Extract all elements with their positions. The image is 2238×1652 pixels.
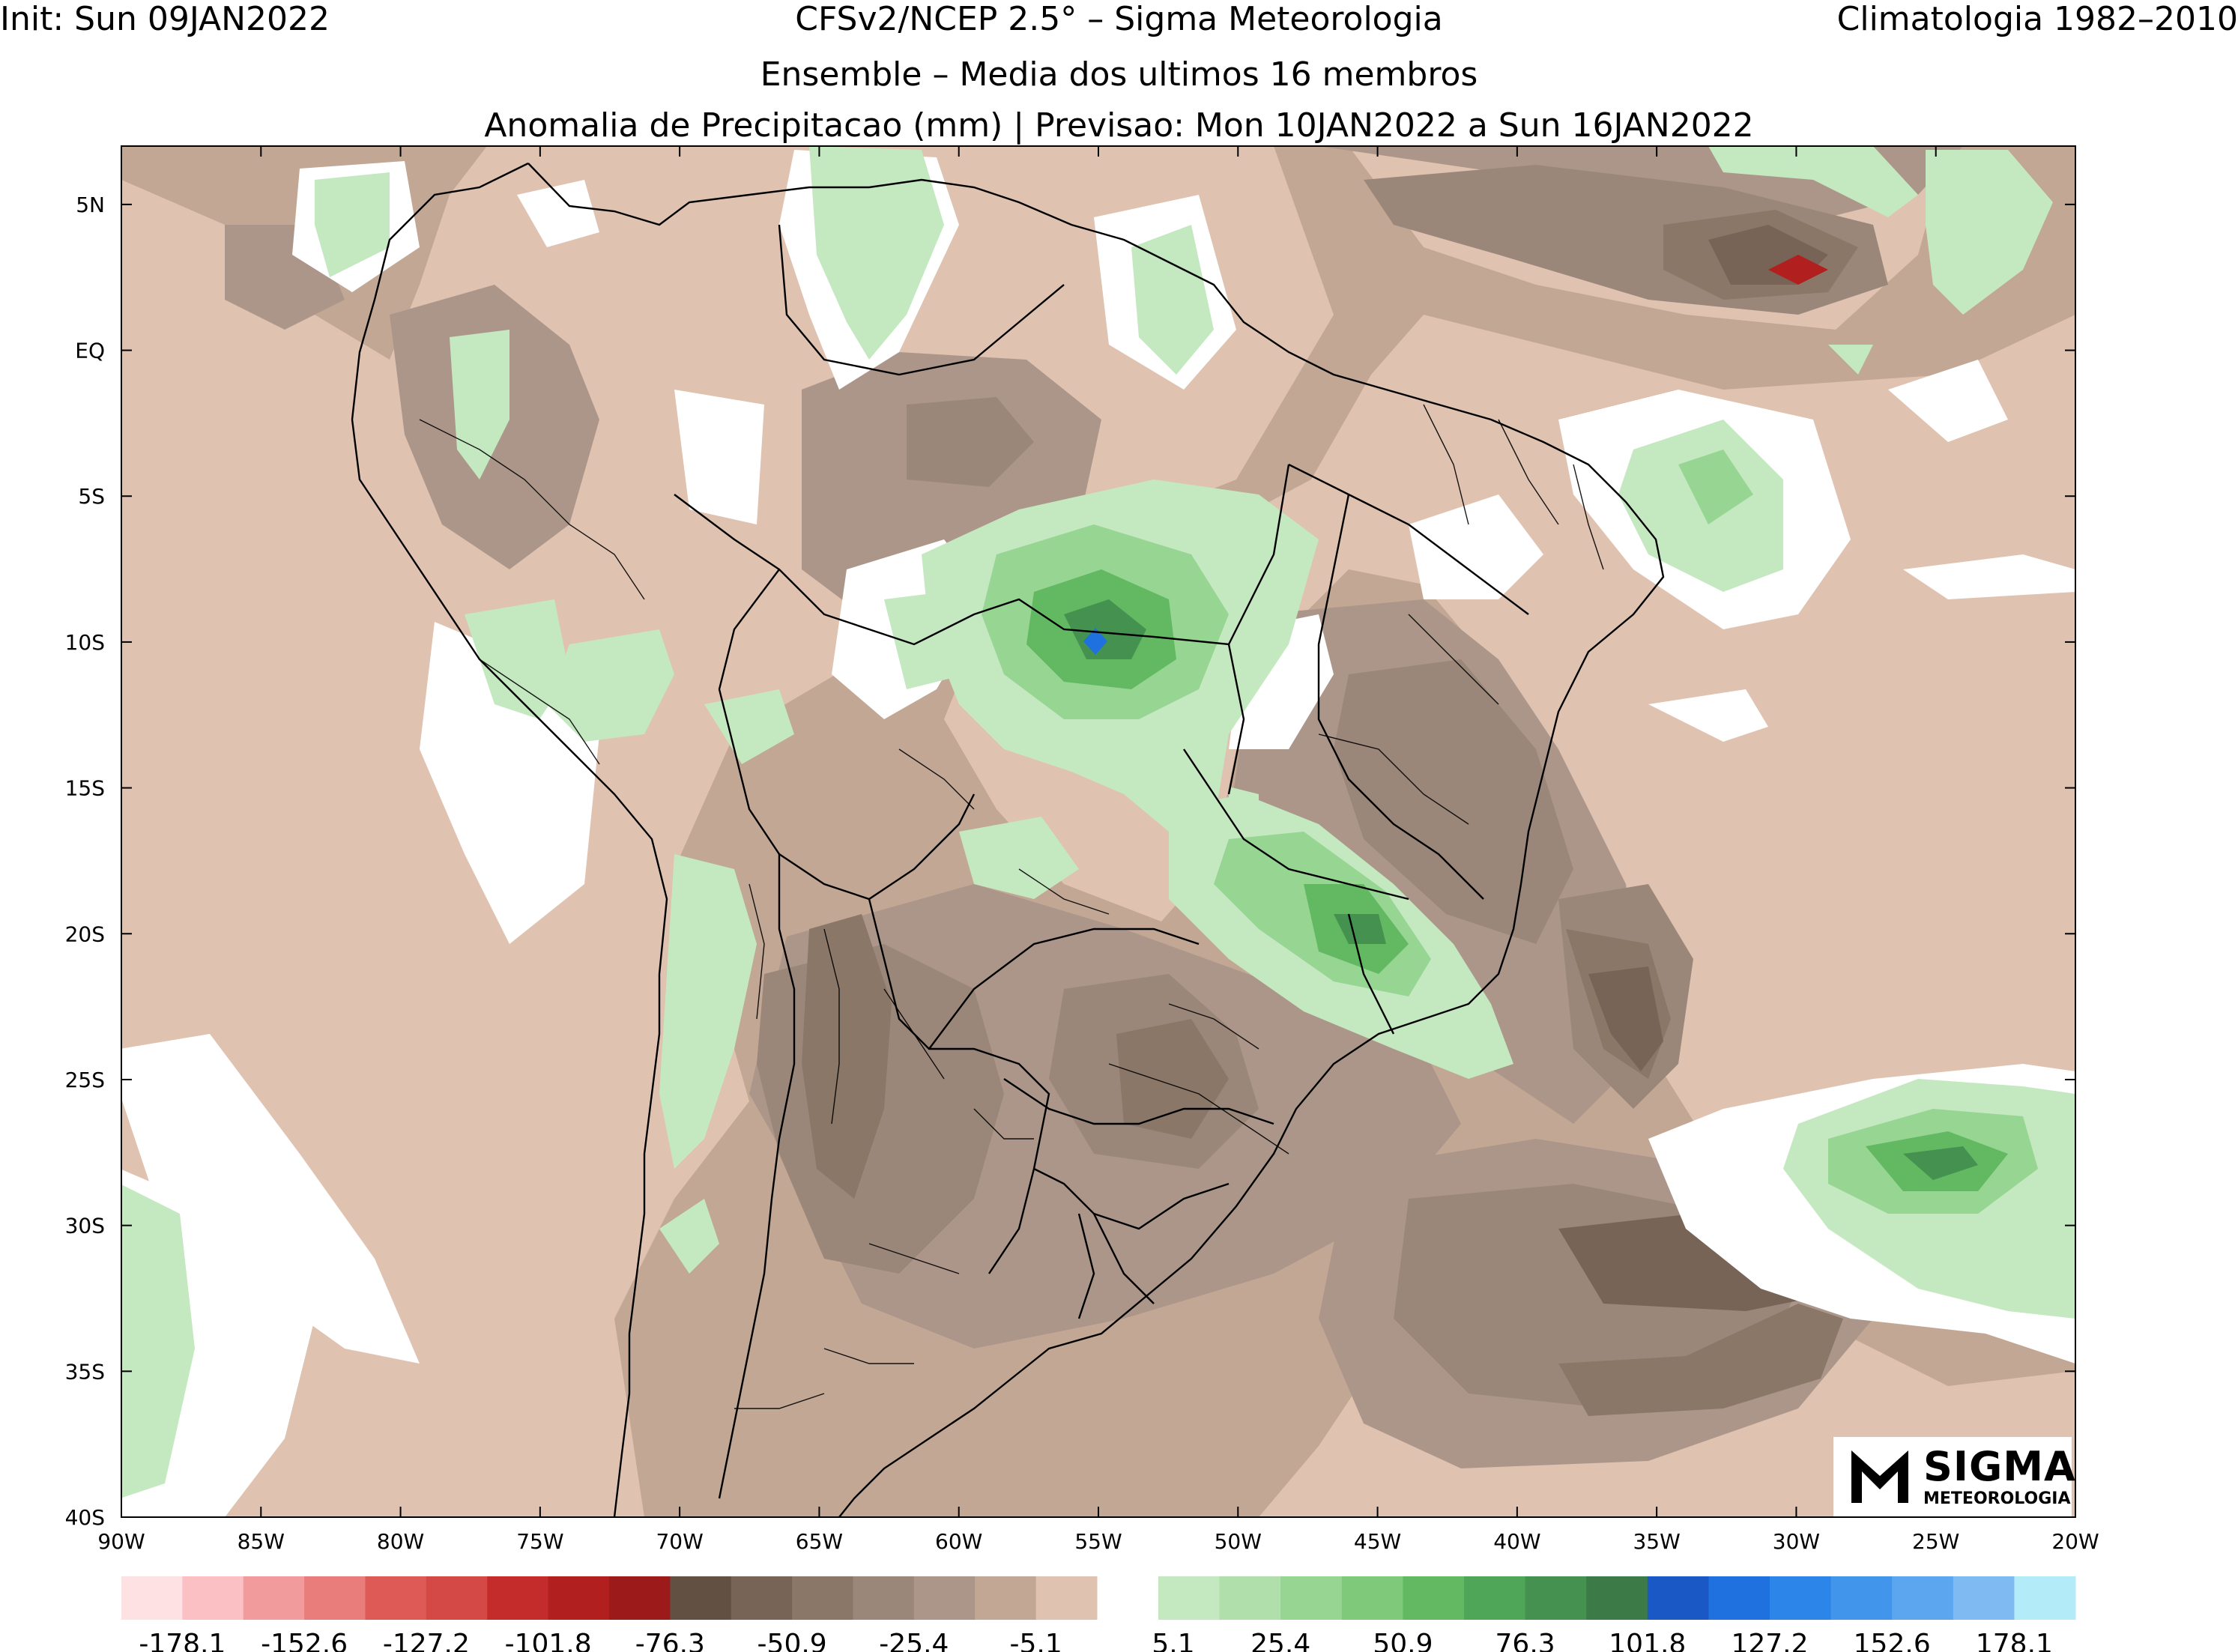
- colorbar-label: -101.8: [505, 1629, 592, 1652]
- colorbar-swatch: [792, 1576, 853, 1620]
- colorbar-swatch: [1830, 1576, 1893, 1620]
- model-title: CFSv2/NCEP 2.5° – Sigma Meteorologia: [795, 0, 1443, 38]
- colorbar-label: 178.1: [1976, 1629, 2053, 1652]
- y-tick-label: 30S: [65, 1214, 105, 1238]
- colorbar-swatch: [1892, 1576, 1954, 1620]
- colorbar-label: 101.8: [1609, 1629, 1686, 1652]
- x-tick-label: 30W: [1773, 1529, 1820, 1554]
- ensemble-subtitle: Ensemble – Media dos ultimos 16 membros: [760, 55, 1478, 94]
- x-tick-label: 45W: [1354, 1529, 1401, 1554]
- colorbar-swatch: [487, 1576, 549, 1620]
- colorbar-label: 76.3: [1495, 1629, 1555, 1652]
- colorbar-swatch: [1341, 1576, 1403, 1620]
- colorbar-label: 5.1: [1152, 1629, 1194, 1652]
- x-tick-label: 50W: [1215, 1529, 1262, 1554]
- x-tick-label: 60W: [935, 1529, 982, 1554]
- colorbar-label: -127.2: [383, 1629, 470, 1652]
- x-tick-label: 20W: [2051, 1529, 2099, 1554]
- sigma-m-icon: [1851, 1450, 1908, 1503]
- colorbar-label: 152.6: [1854, 1629, 1931, 1652]
- colorbar-swatch: [1525, 1576, 1587, 1620]
- colorbar-swatch: [548, 1576, 610, 1620]
- colorbar-label: 25.4: [1250, 1629, 1310, 1652]
- colorbar-swatch: [1708, 1576, 1770, 1620]
- colorbar-swatch: [609, 1576, 671, 1620]
- colorbar-positive: 5.1 25.4 50.9 76.3 101.8 127.2 152.6 178.1: [1152, 1576, 2076, 1652]
- colorbar-label: -76.3: [635, 1629, 705, 1652]
- climatology-label: Climatologia 1982–2010: [1836, 0, 2238, 38]
- longitude-axis: 90W 85W 80W 75W 70W 65W 60W 55W 50W 45W 40W 35W 30W 2…: [97, 146, 2099, 1554]
- colorbar-swatch: [670, 1576, 732, 1620]
- colorbar-swatch: [1219, 1576, 1281, 1620]
- x-tick-label: 65W: [796, 1529, 843, 1554]
- colorbar-label: -178.1: [139, 1629, 226, 1652]
- y-tick-label: EQ: [75, 339, 105, 363]
- colorbar-swatch: [1035, 1576, 1098, 1620]
- colorbar-swatch: [1953, 1576, 2015, 1620]
- y-tick-label: 40S: [65, 1505, 105, 1530]
- colorbar-swatch: [2014, 1576, 2076, 1620]
- x-tick-label: 85W: [238, 1529, 285, 1554]
- y-tick-label: 5N: [76, 193, 105, 217]
- colorbar-swatch: [121, 1576, 183, 1620]
- x-tick-label: 25W: [1912, 1529, 1959, 1554]
- y-tick-label: 5S: [78, 484, 105, 509]
- variable-subtitle: Anomalia de Precipitacao (mm) | Previsao…: [484, 106, 1754, 145]
- colorbar-swatch: [1586, 1576, 1648, 1620]
- colorbar-label: -152.6: [261, 1629, 348, 1652]
- colorbar-swatch: [853, 1576, 915, 1620]
- x-tick-label: 80W: [377, 1529, 424, 1554]
- colorbar-swatch: [243, 1576, 305, 1620]
- colorbar-swatch: [1770, 1576, 1832, 1620]
- colorbar-swatch: [304, 1576, 366, 1620]
- colorbar-swatch: [1158, 1576, 1221, 1620]
- colorbar-swatch: [365, 1576, 427, 1620]
- colorbar-swatch: [182, 1576, 244, 1620]
- colorbar-swatch: [731, 1576, 793, 1620]
- sigma-logo: SIGMA METEOROLOGIA: [1833, 1437, 2075, 1516]
- anomaly-field: [121, 146, 2075, 1517]
- colorbar-label: 127.2: [1731, 1629, 1808, 1652]
- colorbar-label: 50.9: [1373, 1629, 1433, 1652]
- colorbar-label: -25.4: [879, 1629, 949, 1652]
- colorbar-swatch: [1280, 1576, 1343, 1620]
- x-tick-label: 35W: [1633, 1529, 1680, 1554]
- latitude-axis: 5N EQ 5S 10S 15S 20S 25S 30S 35S 40S: [65, 193, 2075, 1530]
- colorbar-swatch: [975, 1576, 1037, 1620]
- colorbar-swatch: [426, 1576, 488, 1620]
- init-date: Init: Sun 09JAN2022: [0, 0, 330, 38]
- colorbar-label: -5.1: [1010, 1629, 1062, 1652]
- logo-name: SIGMA: [1923, 1443, 2076, 1490]
- x-tick-label: 75W: [516, 1529, 563, 1554]
- x-tick-label: 70W: [656, 1529, 703, 1554]
- coastlines-and-borders: [351, 162, 1665, 1517]
- x-tick-label: 40W: [1493, 1529, 1540, 1554]
- colorbar-label: -50.9: [757, 1629, 827, 1652]
- colorbar-swatch: [1647, 1576, 1709, 1620]
- y-tick-label: 35S: [65, 1359, 105, 1384]
- colorbar-swatch: [1464, 1576, 1526, 1620]
- colorbar-negative: -178.1 -152.6 -127.2 -101.8 -76.3 -50.9 -25.4 -…: [121, 1576, 1098, 1652]
- colorbar-swatch: [1403, 1576, 1465, 1620]
- y-tick-label: 20S: [65, 922, 105, 946]
- colorbar-swatch: [913, 1576, 976, 1620]
- y-tick-label: 15S: [65, 776, 105, 801]
- y-tick-label: 10S: [65, 630, 105, 655]
- logo-subtitle: METEOROLOGIA: [1923, 1489, 2071, 1508]
- x-tick-label: 90W: [97, 1529, 145, 1554]
- x-tick-label: 55W: [1074, 1529, 1122, 1554]
- y-tick-label: 25S: [65, 1068, 105, 1092]
